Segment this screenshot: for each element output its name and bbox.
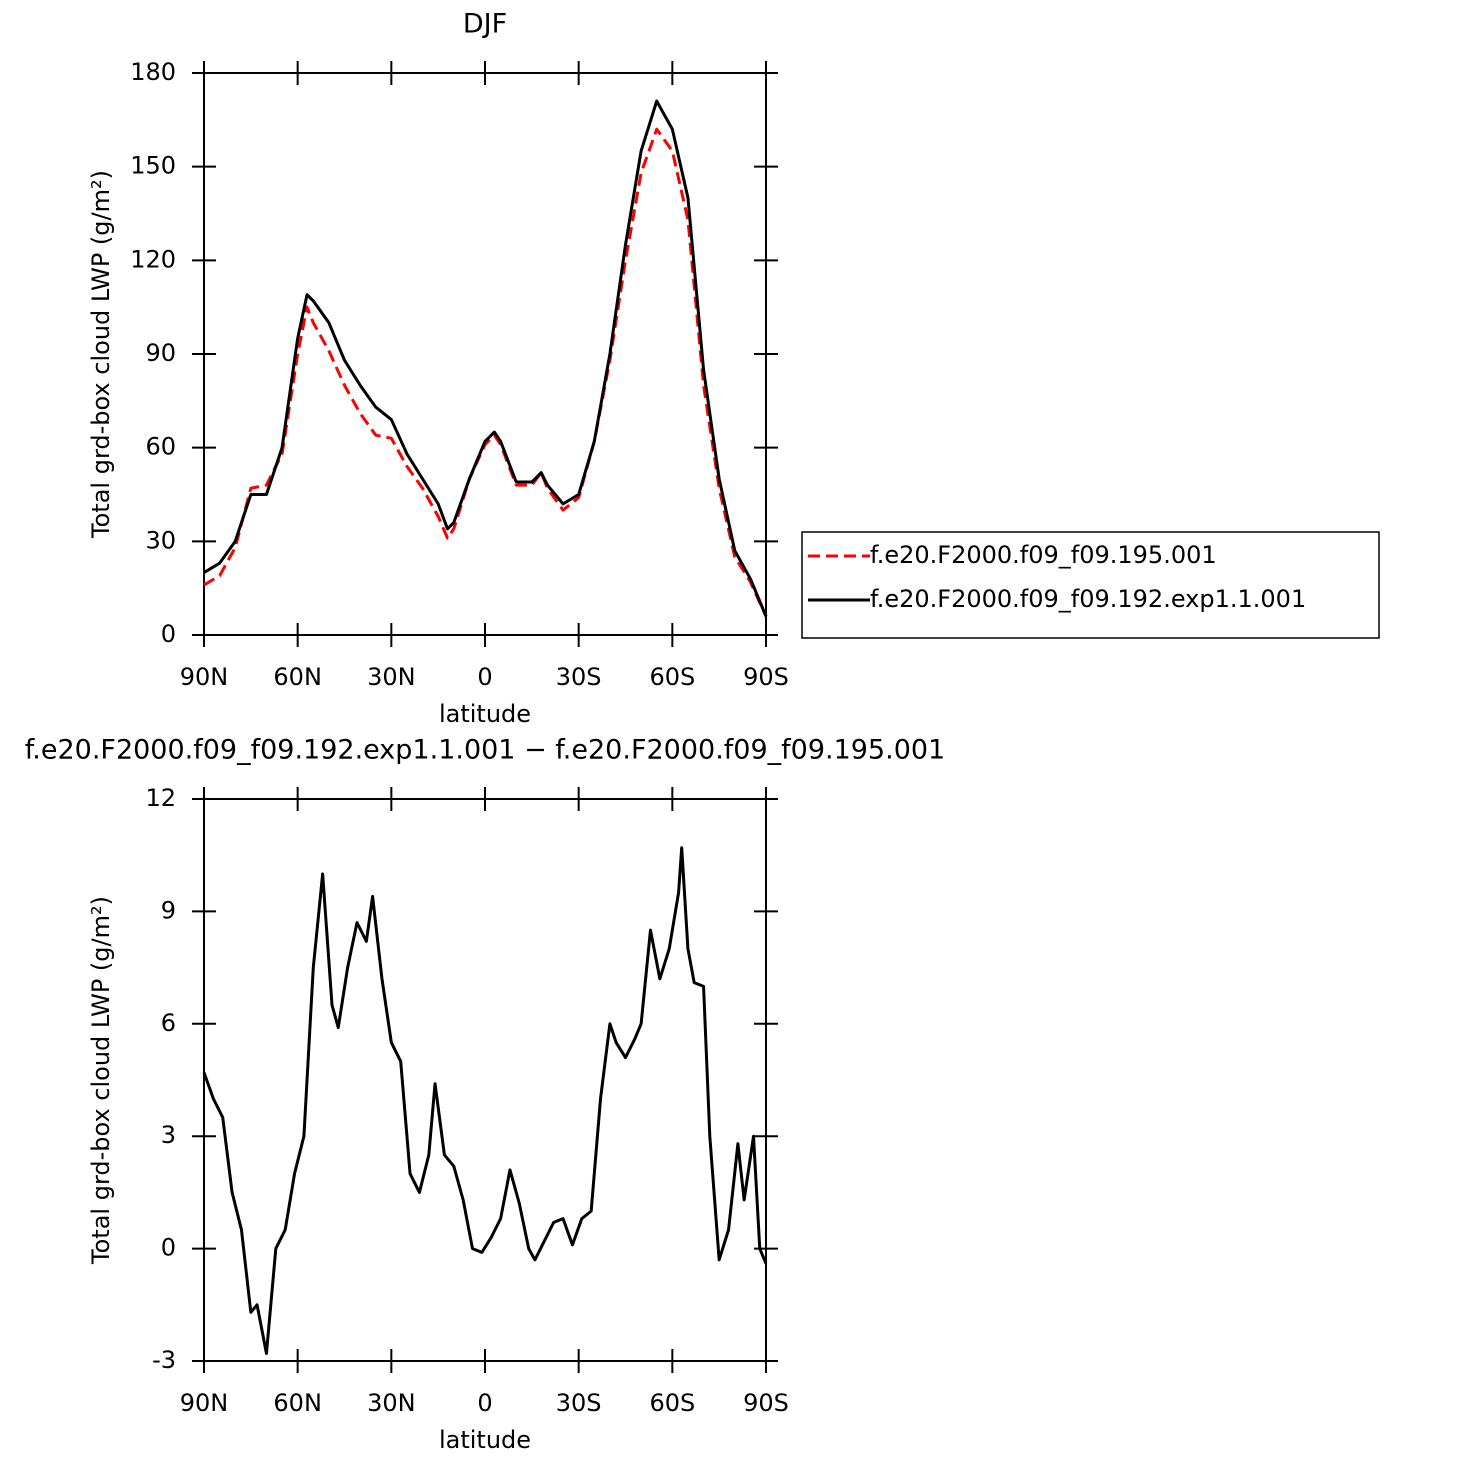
x-tick-label: 60S (649, 1389, 695, 1417)
y-tick-label: 6 (161, 1009, 176, 1037)
x-tick-label: 30S (556, 1389, 602, 1417)
y-tick-label: 3 (161, 1121, 176, 1149)
x-tick-label: 60S (649, 663, 695, 691)
x-tick-label: 90N (180, 663, 229, 691)
y-tick-label: 12 (145, 784, 176, 812)
x-tick-label: 90N (180, 1389, 229, 1417)
y-tick-label: 30 (145, 526, 176, 554)
series-line (203, 127, 768, 617)
x-axis-label: latitude (439, 1426, 531, 1454)
y-tick-label: 60 (145, 433, 176, 461)
y-tick-label: 120 (130, 245, 176, 273)
chart-title: f.e20.F2000.f09_f09.192.exp1.1.001 − f.e… (25, 735, 945, 766)
plot-frame (203, 798, 767, 1362)
x-axis-label: latitude (439, 700, 531, 728)
y-axis-label: Total grd-box cloud LWP (g/m²) (87, 896, 115, 1265)
x-tick-label: 30N (367, 1389, 416, 1417)
legend-label: f.e20.F2000.f09_f09.192.exp1.1.001 (870, 585, 1306, 613)
x-tick-label: 0 (477, 663, 492, 691)
plot-frame (203, 72, 767, 636)
x-tick-label: 30N (367, 663, 416, 691)
x-tick-label: 0 (477, 1389, 492, 1417)
x-tick-label: 60N (273, 1389, 322, 1417)
legend-box (801, 531, 1380, 639)
y-tick-label: 0 (161, 1234, 176, 1262)
x-tick-label: 60N (273, 663, 322, 691)
y-tick-label: 180 (130, 58, 176, 86)
x-tick-label: 90S (743, 1389, 789, 1417)
chart-title: DJF (463, 9, 507, 40)
y-tick-label: 150 (130, 152, 176, 180)
legend-label: f.e20.F2000.f09_f09.195.001 (870, 541, 1217, 569)
series-line (203, 99, 768, 617)
series-line (202, 846, 768, 1356)
x-tick-label: 90S (743, 663, 789, 691)
y-tick-label: -3 (152, 1346, 176, 1374)
y-tick-label: 9 (161, 896, 176, 924)
y-tick-label: 90 (145, 339, 176, 367)
x-tick-label: 30S (556, 663, 602, 691)
y-tick-label: 0 (161, 620, 176, 648)
y-axis-label: Total grd-box cloud LWP (g/m²) (87, 170, 115, 539)
